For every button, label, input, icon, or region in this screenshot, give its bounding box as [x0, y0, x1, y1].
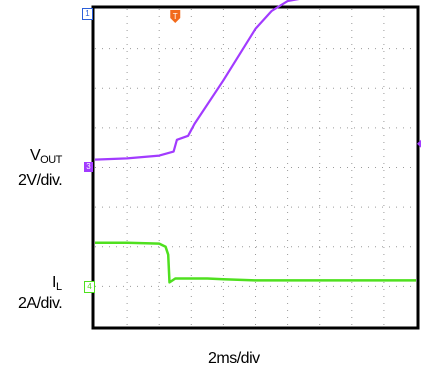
- vout-label-main: V: [30, 147, 41, 164]
- plot-frame: [91, 5, 420, 330]
- trigger-marker-label: T: [173, 12, 178, 21]
- x-axis-scale-label: 2ms/div: [208, 350, 260, 367]
- il-scale: 2A/div.: [18, 295, 63, 312]
- vout-scale: 2V/div.: [18, 172, 63, 189]
- vout-label-sub: OUT: [40, 154, 62, 166]
- channel-4-marker: 4: [84, 281, 95, 293]
- markers: T: [170, 10, 421, 148]
- trigger-marker-icon: [170, 10, 181, 23]
- vout-trace: [94, 0, 300, 161]
- channel-1-marker: 1: [82, 8, 93, 20]
- il-label-sub: L: [55, 281, 62, 293]
- il-label-main: I: [52, 274, 56, 291]
- channel-3-marker: 3: [84, 162, 93, 172]
- vout-label: VOUT: [30, 147, 62, 169]
- vout-right-marker-icon: [417, 139, 421, 148]
- il-trace: [95, 241, 416, 284]
- il-label: IL: [52, 274, 62, 296]
- traces: [94, 0, 416, 284]
